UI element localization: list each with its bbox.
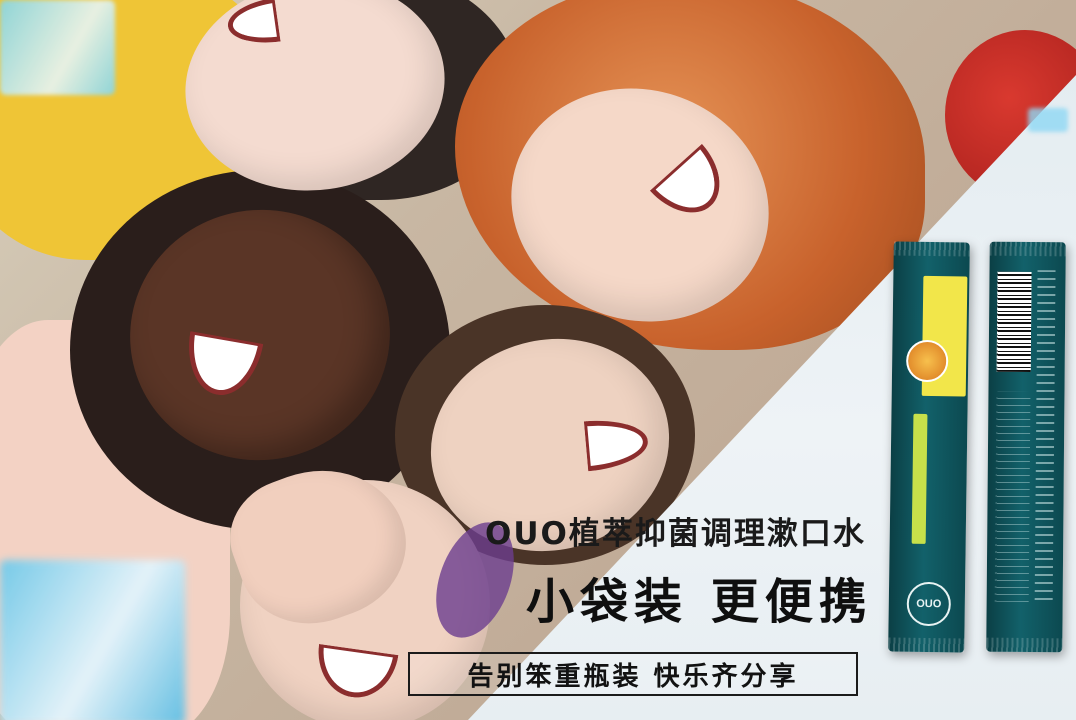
barcode-icon [996, 271, 1032, 373]
tagline-box: 告别笨重瓶装 快乐齐分享 [408, 652, 858, 696]
smile [649, 143, 737, 230]
headline: OUO植萃抑菌调理漱口水 [485, 516, 866, 552]
blurred-sparkle-icon [0, 560, 185, 720]
blurred-sparkle-icon [0, 0, 115, 95]
product-name-stripe [911, 413, 928, 544]
subheadline: 小袋装 更便携 [526, 574, 873, 630]
ingredients-text [1034, 270, 1056, 601]
brand-logo: OUO [906, 581, 952, 627]
smile [180, 331, 264, 402]
smile [312, 643, 399, 703]
smile [583, 416, 650, 472]
sachet-back [986, 241, 1066, 653]
usage-text [994, 391, 1031, 603]
sachet-front: OUO [888, 241, 970, 653]
smile [224, 0, 281, 49]
sparkle-icon [1028, 108, 1068, 132]
